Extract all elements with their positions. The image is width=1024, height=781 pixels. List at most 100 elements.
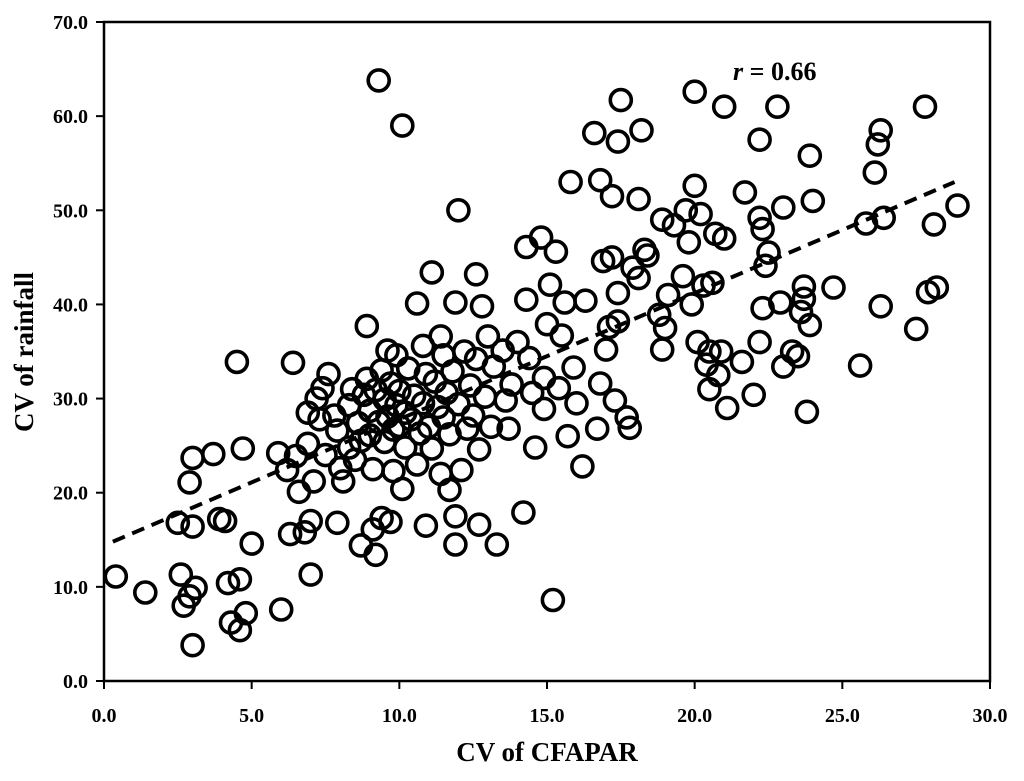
- data-point: [404, 452, 430, 477]
- data-point: [301, 469, 327, 494]
- data-point: [511, 500, 536, 525]
- data-point: [360, 456, 386, 482]
- x-tick-label: 5.0: [239, 705, 264, 727]
- data-point: [779, 339, 805, 364]
- data-point: [443, 290, 468, 315]
- data-point: [212, 508, 238, 534]
- data-point: [233, 600, 259, 626]
- data-point: [732, 180, 758, 205]
- data-point: [324, 418, 350, 443]
- y-tick-label: 50.0: [53, 200, 88, 222]
- data-point: [868, 293, 894, 319]
- data-point: [389, 476, 415, 502]
- data-point: [469, 293, 495, 319]
- data-point: [903, 316, 929, 342]
- data-point: [729, 349, 755, 375]
- data-point: [673, 198, 699, 223]
- data-point: [770, 195, 796, 220]
- data-point: [227, 566, 253, 592]
- data-point: [534, 311, 560, 337]
- data-point: [298, 508, 324, 534]
- data-point: [378, 509, 403, 535]
- y-tick-label: 40.0: [53, 294, 88, 316]
- data-point: [705, 362, 731, 388]
- data-point: [295, 431, 321, 457]
- data-point: [655, 282, 681, 308]
- data-point: [682, 79, 708, 104]
- data-point: [750, 216, 775, 242]
- data-point: [862, 160, 888, 185]
- data-point: [688, 201, 713, 227]
- data-point: [449, 457, 474, 483]
- y-tick-label: 20.0: [53, 483, 88, 505]
- x-tick-label: 0.0: [92, 705, 117, 727]
- data-point: [561, 355, 586, 380]
- data-point: [765, 94, 790, 119]
- data-point: [602, 388, 628, 413]
- data-point: [230, 436, 256, 461]
- data-point: [286, 479, 312, 505]
- data-point: [791, 274, 817, 299]
- data-point: [201, 441, 226, 467]
- data-point: [466, 512, 492, 538]
- data-point: [584, 416, 610, 442]
- r-annotation: r = 0.66: [733, 57, 816, 86]
- data-point: [587, 167, 613, 193]
- data-point: [463, 261, 489, 287]
- data-point: [652, 315, 678, 341]
- x-tick-label: 15.0: [530, 705, 565, 727]
- data-point: [419, 436, 445, 461]
- data-point: [543, 239, 569, 264]
- data-point: [711, 226, 737, 251]
- data-point: [626, 265, 651, 291]
- data-point: [741, 382, 767, 408]
- data-point: [310, 375, 335, 401]
- data-point: [513, 287, 539, 313]
- data-point: [605, 309, 631, 334]
- data-point: [180, 514, 205, 539]
- data-point: [478, 414, 504, 440]
- data-point: [316, 361, 341, 387]
- data-point: [177, 470, 202, 495]
- x-axis-title: CV of CFAPAR: [456, 737, 638, 767]
- data-point: [540, 587, 566, 613]
- data-point: [679, 292, 705, 317]
- data-point: [366, 68, 392, 93]
- data-point: [605, 280, 631, 306]
- data-point: [767, 290, 793, 315]
- y-tick-label: 60.0: [53, 106, 88, 128]
- data-point: [617, 415, 643, 441]
- data-point: [484, 532, 510, 557]
- r-value: = 0.66: [743, 57, 816, 86]
- data-point: [599, 245, 625, 270]
- data-point: [605, 129, 631, 154]
- data-point: [797, 312, 823, 338]
- data-point: [499, 372, 524, 397]
- data-point: [868, 118, 894, 143]
- data-point: [443, 532, 468, 557]
- data-point: [336, 435, 362, 460]
- data-point: [649, 337, 675, 362]
- data-point: [924, 275, 950, 300]
- data-point: [472, 384, 498, 410]
- data-point: [224, 349, 250, 375]
- data-points: [103, 68, 970, 658]
- data-point: [419, 260, 445, 285]
- data-point: [180, 445, 205, 471]
- data-point: [676, 230, 702, 255]
- data-point: [389, 113, 415, 138]
- data-point: [747, 205, 772, 231]
- data-point: [522, 435, 548, 460]
- data-point: [460, 403, 486, 428]
- data-point: [670, 263, 696, 289]
- data-point: [847, 353, 873, 378]
- data-point: [443, 503, 468, 529]
- data-point: [268, 597, 294, 622]
- data-point: [466, 437, 492, 462]
- data-point: [747, 329, 772, 355]
- trendline: [112, 180, 956, 544]
- data-point: [608, 87, 634, 113]
- data-point: [593, 337, 619, 362]
- data-point: [410, 390, 436, 416]
- data-point: [531, 365, 557, 391]
